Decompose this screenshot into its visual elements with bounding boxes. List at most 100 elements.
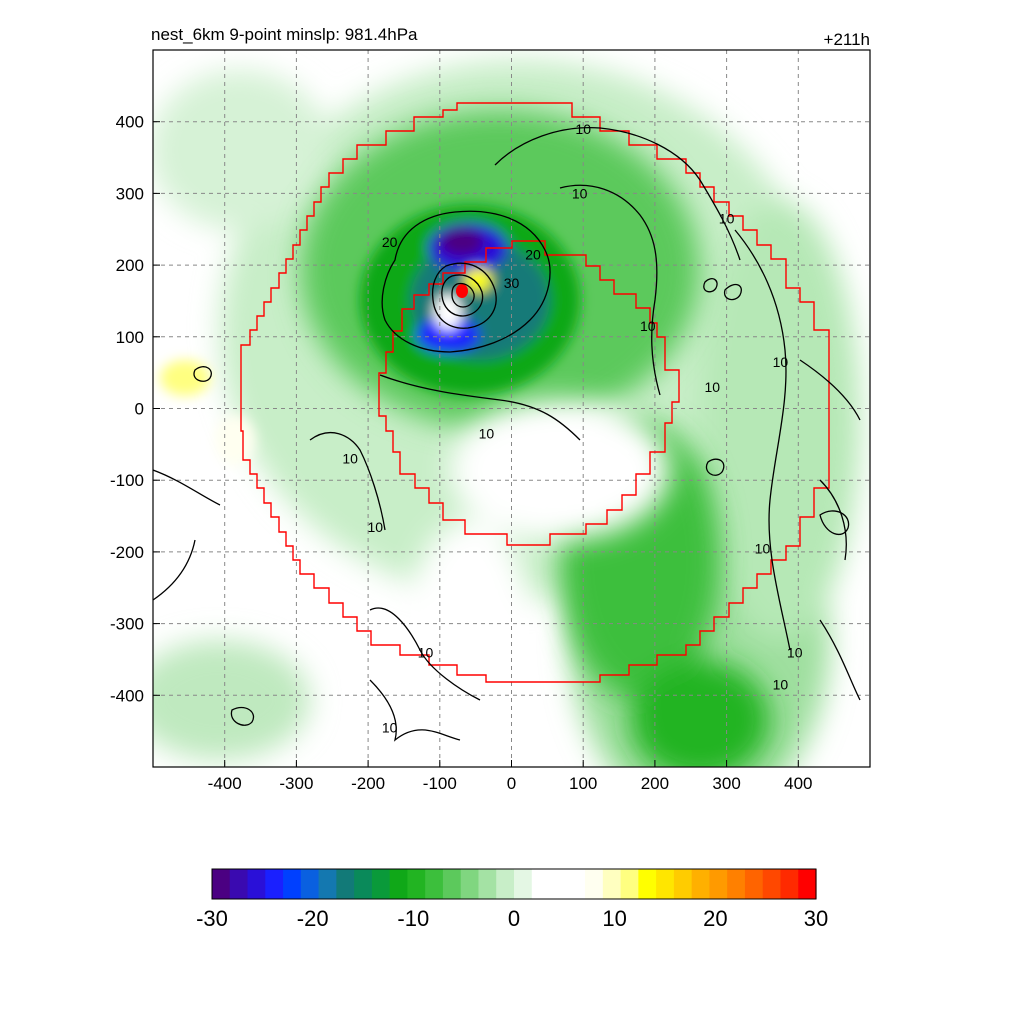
y-tick-label: 200 [116, 256, 144, 275]
contour-small-lobes [193, 278, 850, 726]
field-northwest-band [153, 70, 330, 230]
colorbar-swatch [336, 869, 355, 899]
colorbar-swatch [620, 869, 639, 899]
colorbar: -30 -20 -10 0 10 20 30 [196, 868, 828, 931]
y-tick-label: 100 [116, 328, 144, 347]
field-core-yellow [464, 268, 492, 292]
field-east-band [700, 200, 860, 640]
contour-30-core-2 [441, 274, 484, 317]
contour-10-north [494, 126, 741, 261]
field-south-green [630, 660, 770, 767]
outer-domain-boundary [240, 102, 830, 683]
colorbar-frame [211, 868, 817, 900]
contour-label: 10 [773, 354, 789, 370]
x-tick-label: -100 [423, 774, 457, 793]
x-tick-label: -300 [279, 774, 313, 793]
contour-10-mid [559, 184, 661, 396]
colorbar-swatch [798, 869, 817, 899]
y-tick-label: 300 [116, 184, 144, 203]
colorbar-swatch [602, 869, 622, 899]
colorbar-tick-label: -30 [196, 906, 228, 931]
inner-domain-boundary [378, 240, 680, 546]
contour-labels: 10 10 10 20 20 30 10 10 10 10 10 10 10 10 10 10 10 [342, 121, 803, 736]
domain-boundaries [240, 102, 830, 683]
colorbar-ticks: -30 -20 -10 0 10 20 30 [196, 906, 828, 931]
contour-label: 10 [367, 519, 383, 535]
contour-label: 30 [504, 275, 520, 291]
colorbar-swatch [265, 869, 284, 899]
contour-10-south [369, 607, 481, 701]
colorbar-swatch [549, 869, 568, 899]
contour-10-southwest [309, 431, 386, 531]
contour-label: 10 [787, 644, 803, 660]
field-warm-patch-southwest [215, 415, 255, 465]
contour-label: 10 [704, 379, 720, 395]
contour-10-inner-south [379, 374, 581, 441]
x-tick-label: -400 [208, 774, 242, 793]
contour-label: 10 [719, 210, 735, 226]
colorbar-swatch [300, 869, 320, 899]
x-tick-label: -200 [351, 774, 385, 793]
contour-label: 10 [342, 451, 358, 467]
x-tick-label: 400 [784, 774, 812, 793]
colorbar-swatch [691, 869, 711, 899]
field-core-red [456, 284, 468, 298]
colorbar-swatch [780, 869, 799, 899]
field-clear-slot [450, 400, 670, 540]
contour-label: 10 [572, 185, 588, 201]
colorbar-swatch [283, 869, 302, 899]
colorbar-swatch [673, 869, 693, 899]
wind-contours [153, 126, 861, 742]
colorbar-swatch [762, 869, 782, 899]
contour-10-east [734, 229, 791, 651]
contour-label: 10 [479, 426, 495, 442]
colorbar-tick-label: -10 [397, 906, 429, 931]
colorbar-swatch [744, 869, 764, 899]
contour-label: 10 [755, 540, 771, 556]
colorbar-swatch [229, 869, 249, 899]
y-tick-label: -200 [110, 543, 144, 562]
y-tick-label: -100 [110, 471, 144, 490]
colorbar-swatch [389, 869, 409, 899]
colorbar-swatch [496, 869, 515, 899]
colorbar-swatch [709, 869, 728, 899]
field-core-purple [440, 228, 484, 256]
y-tick-label: -400 [110, 686, 144, 705]
colorbar-tick-label: 0 [508, 906, 520, 931]
contour-10-far-southwest [369, 679, 461, 742]
colorbar-swatch [318, 869, 337, 899]
colorbar-swatch [656, 869, 675, 899]
colorbar-tick-label: 20 [703, 906, 727, 931]
contour-30-core-3 [451, 282, 475, 308]
contour-label: 20 [382, 234, 398, 250]
colorbar-swatch [638, 869, 657, 899]
x-tick-label: 200 [641, 774, 669, 793]
plot-area: 10 10 10 20 20 30 10 10 10 10 10 10 10 10 10 10 10 [152, 49, 871, 768]
shaded-field [153, 60, 860, 767]
x-axis: -400 -300 -200 -100 0 100 200 300 400 [208, 760, 812, 793]
contour-label: 10 [640, 318, 656, 334]
colorbar-swatch [531, 869, 551, 899]
contour-label: 10 [418, 644, 434, 660]
contour-label: 10 [382, 720, 398, 736]
colorbar-swatch [407, 869, 426, 899]
colorbar-swatch [212, 869, 231, 899]
field-warm-patch-west [160, 360, 210, 396]
contour-30-core-1 [431, 262, 497, 329]
contour-10-west [153, 469, 221, 601]
y-tick-label: 400 [116, 113, 144, 132]
colorbar-swatch [425, 869, 444, 899]
colorbar-swatches [212, 869, 817, 899]
contour-label: 10 [773, 677, 789, 693]
colorbar-swatch [478, 869, 497, 899]
colorbar-swatch [442, 869, 462, 899]
contour-20-inner [381, 210, 551, 353]
contour-label: 10 [575, 121, 591, 137]
colorbar-tick-label: 30 [804, 906, 828, 931]
contour-10-eastmost [799, 359, 861, 701]
colorbar-swatch [567, 869, 586, 899]
colorbar-swatch [371, 869, 391, 899]
x-tick-label: 300 [712, 774, 740, 793]
field-core-blue-south [416, 317, 480, 353]
